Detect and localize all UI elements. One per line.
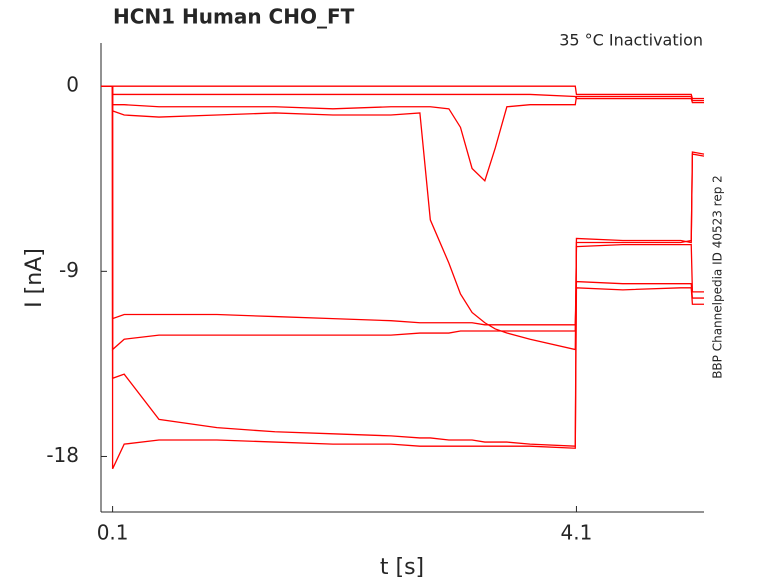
trace [101, 85, 704, 351]
trace [101, 85, 704, 183]
trace [101, 85, 704, 447]
trace [101, 85, 705, 470]
trace [101, 85, 704, 326]
trace [101, 85, 705, 351]
x-tick-label: 4.1 [561, 521, 593, 545]
x-axis-label: t [s] [380, 555, 424, 580]
y-tick-label: 0 [66, 73, 79, 97]
y-tick-label: -18 [46, 443, 79, 467]
annotation: 35 °C Inactivation [559, 31, 703, 50]
chart-title: HCN1 Human CHO_FT [113, 5, 355, 29]
trace [101, 85, 704, 100]
side-label: BBP Channelpedia ID 40523 rep 2 [711, 175, 725, 379]
trace [101, 85, 704, 104]
y-axis-label: I [nA] [22, 248, 47, 308]
y-tick-label: -9 [59, 258, 79, 282]
x-tick-label: 0.1 [97, 521, 129, 545]
